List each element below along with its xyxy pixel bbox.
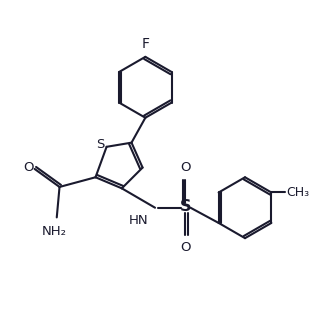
Text: O: O [23,161,34,174]
Text: O: O [180,242,191,254]
Text: NH₂: NH₂ [42,225,66,238]
Text: F: F [141,37,149,51]
Text: S: S [180,199,191,214]
Text: S: S [96,137,105,151]
Text: O: O [180,161,191,174]
Text: CH₃: CH₃ [287,186,310,199]
Text: HN: HN [129,214,148,227]
